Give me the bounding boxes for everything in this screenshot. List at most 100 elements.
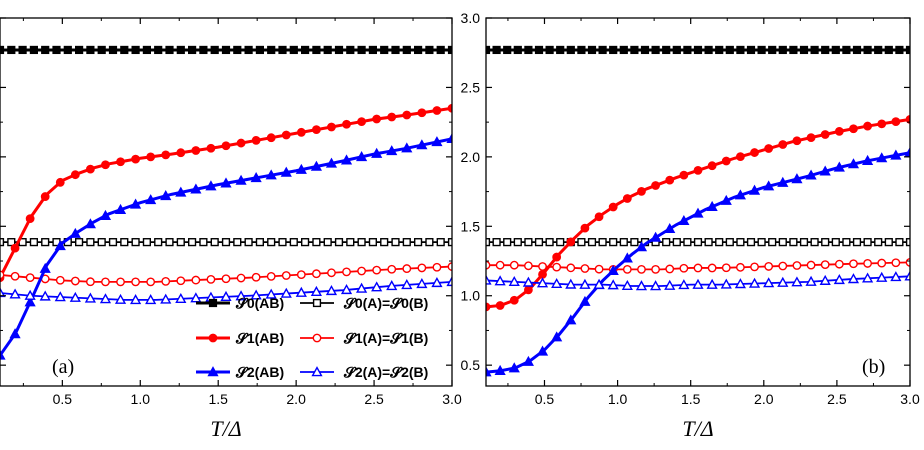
data-point (0, 270, 5, 280)
series-S1(AB) (0, 103, 452, 283)
data-point (199, 238, 208, 247)
data-point (721, 156, 731, 166)
data-point (486, 302, 491, 312)
data-point (176, 276, 186, 286)
data-point (55, 275, 65, 285)
data-point (806, 133, 816, 142)
data-point (492, 45, 501, 55)
data-point (598, 238, 607, 247)
data-point (492, 238, 501, 247)
data-point (757, 238, 766, 247)
data-point (289, 238, 298, 247)
data-point (637, 186, 646, 196)
data-point (386, 145, 398, 156)
data-point (609, 238, 618, 247)
data-point (594, 264, 604, 274)
data-point (265, 288, 277, 299)
data-point (191, 146, 201, 155)
data-point (508, 362, 520, 373)
data-point (116, 277, 125, 287)
data-point (357, 266, 366, 276)
data-point (267, 238, 276, 247)
data-point (748, 277, 761, 288)
data-point (142, 45, 152, 55)
data-point (380, 238, 389, 247)
data-point (402, 238, 411, 247)
data-point (387, 264, 397, 274)
data-point (777, 276, 789, 287)
data-point (131, 154, 141, 164)
data-point (792, 261, 802, 270)
data-point (145, 294, 157, 305)
data-point (39, 262, 51, 273)
data-point (799, 238, 809, 247)
series-S0(AB) (486, 45, 910, 55)
data-point (545, 238, 554, 247)
data-point (25, 214, 35, 224)
data-point (763, 180, 775, 191)
data-point (508, 275, 520, 287)
data-point (651, 264, 660, 274)
data-point (513, 238, 522, 247)
data-point (191, 275, 201, 285)
panel-label: (a) (52, 356, 74, 378)
data-point (29, 238, 39, 247)
data-point (746, 238, 756, 247)
data-point (325, 157, 338, 168)
data-point (342, 119, 351, 129)
x-axis-label: T/Δ (210, 416, 241, 441)
y-tick-label: 2.5 (461, 79, 481, 95)
data-point (97, 45, 106, 55)
data-point (24, 296, 36, 307)
x-tick-label: 3.0 (442, 391, 462, 407)
data-point (672, 45, 681, 55)
data-point (503, 45, 512, 55)
data-point (565, 278, 577, 289)
data-point (736, 238, 745, 247)
data-point (704, 238, 713, 247)
data-point (391, 45, 400, 55)
data-point (146, 152, 156, 162)
data-point (799, 45, 809, 55)
data-point (725, 238, 734, 247)
data-point (863, 259, 872, 268)
data-point (120, 238, 129, 247)
series-line (486, 151, 910, 374)
legend: 𝓢0(AB) 𝓢0(A)=𝓢0(B) 𝓢1(AB) 𝓢1(A)=𝓢1(B) 𝓢2(AB)… (196, 295, 428, 380)
data-point (551, 331, 563, 342)
data-point (340, 284, 353, 295)
data-point (715, 45, 724, 55)
data-point (312, 238, 321, 247)
data-point (386, 280, 398, 291)
legend-marker (208, 298, 218, 308)
data-point (187, 45, 197, 55)
data-point (791, 276, 803, 287)
y-tick-label: 1.5 (461, 218, 481, 234)
data-point (154, 238, 163, 247)
y-tick-label: 2.0 (461, 149, 481, 165)
data-point (849, 259, 858, 269)
plot-frame (485, 17, 911, 387)
data-point (495, 260, 505, 270)
data-point (296, 127, 306, 137)
data-point (849, 124, 858, 134)
data-point (108, 238, 118, 247)
data-point (278, 45, 287, 55)
data-point (665, 264, 675, 274)
data-point (904, 146, 910, 157)
data-point (175, 186, 187, 197)
x-axis-label: T/Δ (682, 416, 713, 441)
data-point (0, 238, 5, 247)
data-point (101, 277, 110, 287)
data-point (693, 238, 703, 247)
data-point (425, 45, 434, 55)
data-point (847, 273, 860, 284)
legend-item: 𝓢1(A)=𝓢1(B) (300, 330, 428, 346)
data-point (116, 157, 125, 167)
data-point (565, 314, 577, 325)
data-point (805, 169, 817, 180)
data-point (131, 277, 141, 287)
data-point (281, 271, 291, 280)
data-point (55, 177, 65, 187)
data-point (884, 238, 893, 247)
